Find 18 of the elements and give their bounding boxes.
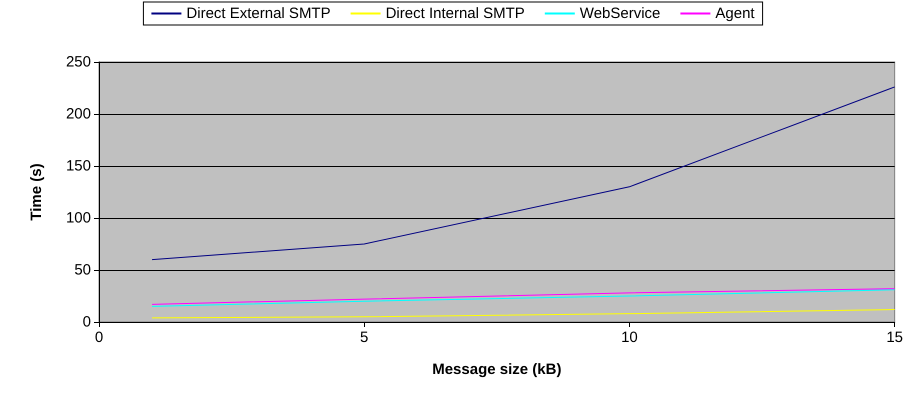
x-tick-label: 15	[886, 329, 903, 346]
y-tick-label: 150	[66, 158, 91, 174]
legend-label: WebService	[580, 5, 660, 22]
x-tick-label: 10	[621, 329, 638, 346]
x-axis-title: Message size (kB)	[432, 361, 562, 378]
y-tick-label: 50	[74, 262, 91, 278]
line-series	[152, 86, 896, 260]
x-tick-label: 0	[94, 329, 104, 346]
y-tick-label: 250	[66, 54, 91, 70]
line-series	[152, 309, 896, 318]
legend-label: Direct Internal SMTP	[386, 5, 525, 22]
y-tick-label: 200	[66, 106, 91, 122]
x-tick-label: 5	[360, 329, 368, 346]
y-tick-label: 0	[82, 314, 91, 330]
y-axis-title: Time (s)	[28, 163, 45, 221]
legend-label: Direct External SMTP	[186, 5, 331, 22]
legend-label: Agent	[715, 5, 756, 22]
y-tick-label: 100	[66, 210, 91, 226]
